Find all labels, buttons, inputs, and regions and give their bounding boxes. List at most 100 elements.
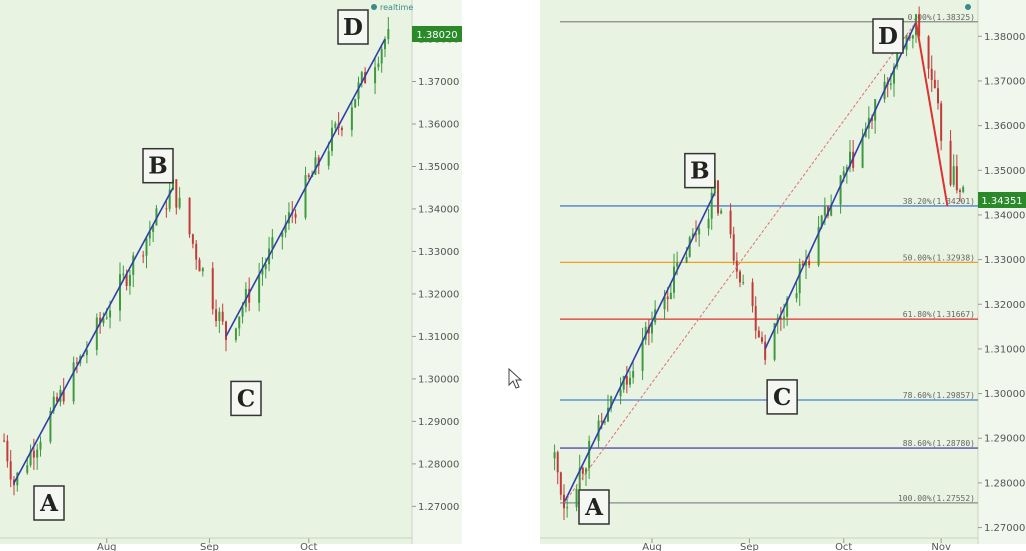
candle-body xyxy=(893,66,895,84)
candle-body xyxy=(861,136,864,168)
candle-body xyxy=(735,260,738,272)
candle-body xyxy=(125,273,128,286)
candle-body xyxy=(145,238,148,256)
candle-body xyxy=(191,234,194,244)
right-price-tag-text: 1.34351 xyxy=(981,196,1022,207)
point-label-box xyxy=(766,379,798,415)
candle-body xyxy=(178,197,181,208)
candle-body xyxy=(588,440,591,469)
left-axis-background xyxy=(412,0,462,544)
fib-level-label: 61.80%(1.31667) xyxy=(903,310,975,319)
candle-body xyxy=(930,68,933,80)
candle-body xyxy=(218,311,221,322)
mouse-cursor-icon xyxy=(508,368,523,389)
right-trend-lines xyxy=(563,21,949,504)
y-tick-label: 1.34000 xyxy=(984,210,1025,221)
y-tick-label: 1.31000 xyxy=(418,332,459,343)
fib-level-label: 50.00%(1.32938) xyxy=(903,253,975,262)
candle-body xyxy=(641,340,644,371)
candle-body xyxy=(688,237,691,257)
candle-body xyxy=(340,127,343,131)
candle-body xyxy=(933,79,936,89)
left-chart-panel: 1.380001.370001.360001.350001.340001.330… xyxy=(0,0,462,551)
candle-body xyxy=(387,29,390,40)
candle-body xyxy=(751,282,754,307)
candle-body xyxy=(622,375,625,390)
candle-body xyxy=(710,192,713,219)
candle-body xyxy=(607,407,609,422)
point-label-d: D xyxy=(878,23,898,50)
y-tick-label: 1.30000 xyxy=(984,389,1025,400)
candle-body xyxy=(128,274,131,286)
x-tick-label: Aug xyxy=(642,542,662,551)
candle-body xyxy=(142,255,145,257)
candle-body xyxy=(795,293,798,299)
point-label-box xyxy=(578,489,610,525)
candle-body xyxy=(72,362,75,402)
fib-level-label: 0.00%(1.38325) xyxy=(908,13,975,22)
candle-body xyxy=(102,318,105,324)
left-price-tag-text: 1.38020 xyxy=(416,30,457,41)
candle-body xyxy=(578,467,581,489)
candle-body xyxy=(62,389,65,402)
candle-body xyxy=(823,206,826,216)
candle-body xyxy=(49,410,52,442)
candle-body xyxy=(761,337,763,342)
candle-body xyxy=(211,268,214,310)
candle-body xyxy=(221,311,224,322)
candle-body xyxy=(16,472,19,486)
point-label-box xyxy=(872,18,904,54)
y-tick-label: 1.29000 xyxy=(984,434,1025,445)
candle-body xyxy=(168,189,171,209)
candle-body xyxy=(52,396,55,411)
fib-diagonal-line xyxy=(563,21,917,504)
candle-body xyxy=(764,341,767,360)
candle-body xyxy=(603,421,606,423)
candle-body xyxy=(940,103,943,141)
candle-body xyxy=(625,375,628,385)
candle-body xyxy=(258,274,261,303)
candle-body xyxy=(36,449,39,458)
candle-body xyxy=(949,140,952,185)
candle-body xyxy=(666,296,669,300)
candle-body xyxy=(808,260,811,266)
candle-body xyxy=(801,263,804,266)
x-tick-label: Oct xyxy=(300,542,317,551)
y-tick-label: 1.34000 xyxy=(418,204,459,215)
candle-body xyxy=(327,151,330,166)
candle-body xyxy=(215,309,218,322)
candle-body xyxy=(629,377,631,385)
point-label-box xyxy=(33,485,65,521)
y-tick-label: 1.28000 xyxy=(418,459,459,470)
candle-body xyxy=(937,88,939,104)
fib-level-label: 100.00%(1.27552) xyxy=(898,494,975,503)
fib-drop-line xyxy=(915,21,949,207)
right-plot-background xyxy=(540,0,978,544)
left-price-tag: 1.38020 xyxy=(412,26,462,42)
candle-body xyxy=(757,330,760,338)
point-label-d: D xyxy=(343,14,363,41)
right-axis-background xyxy=(978,0,1026,544)
candle-body xyxy=(29,450,32,466)
point-label-b: B xyxy=(690,158,709,185)
candle-body xyxy=(380,49,383,64)
candle-body xyxy=(610,396,613,408)
candle-body xyxy=(805,260,807,266)
candle-body xyxy=(3,440,6,442)
candle-body xyxy=(585,468,587,474)
candle-body xyxy=(663,296,666,310)
left-legend: realtime xyxy=(371,3,413,12)
candle-body xyxy=(304,175,307,218)
y-tick-label: 1.35000 xyxy=(984,166,1025,177)
y-tick-label: 1.27000 xyxy=(418,502,459,513)
candle-body xyxy=(732,234,735,261)
left-chart: 1.380001.370001.360001.350001.340001.330… xyxy=(0,0,462,551)
y-tick-label: 1.33000 xyxy=(984,255,1025,266)
candle-body xyxy=(85,349,88,356)
candle-body xyxy=(201,268,204,272)
trend-line-ab xyxy=(563,192,716,504)
candle-body xyxy=(695,233,697,235)
candle-body xyxy=(911,35,914,39)
trend-line-ab xyxy=(13,187,174,484)
candle-body xyxy=(195,243,198,260)
